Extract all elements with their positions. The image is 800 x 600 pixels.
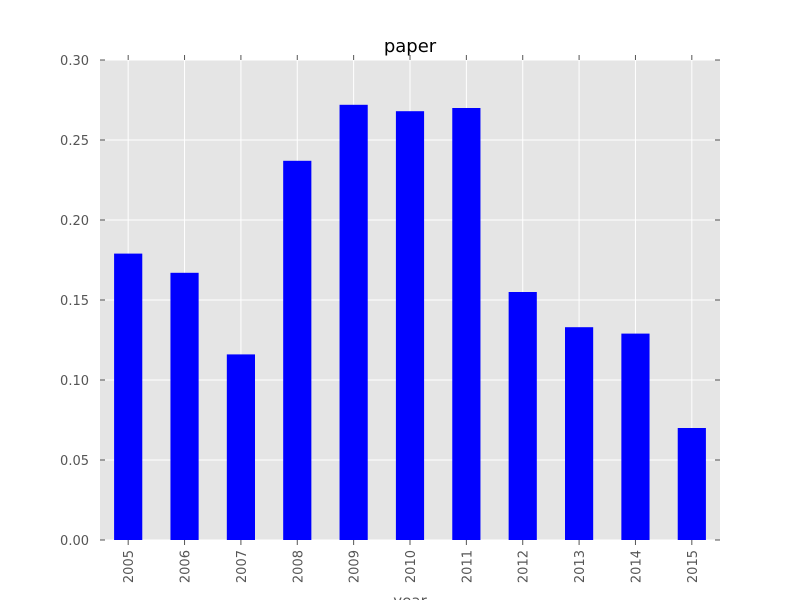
x-tick-label-2014: 2014 [629, 550, 644, 583]
x-tick-label-2008: 2008 [291, 550, 306, 583]
y-tick-labels: 0.00 0.05 0.10 0.15 0.20 0.25 0.30 [60, 54, 89, 549]
bar-2010 [395, 111, 425, 540]
x-tick-label-2006: 2006 [179, 550, 194, 583]
y-tick-label-5: 0.25 [60, 134, 89, 149]
x-tick-label-2010: 2010 [404, 550, 419, 583]
x-tick-label-2015: 2015 [686, 550, 701, 583]
x-tick-label-2009: 2009 [348, 550, 363, 583]
y-tick-label-2: 0.10 [60, 374, 89, 389]
bar-2009 [339, 104, 368, 541]
bar-2007 [226, 354, 255, 540]
bar-2008 [283, 160, 312, 541]
y-tick-label-4: 0.20 [60, 214, 89, 229]
y-tick-label-1: 0.05 [60, 454, 89, 469]
chart-title: paper [384, 36, 437, 57]
bar-2015 [677, 428, 706, 540]
bars [114, 104, 706, 541]
x-tick-label-2011: 2011 [460, 550, 475, 583]
bar-2012 [508, 292, 537, 540]
x-tick-label-2012: 2012 [517, 550, 532, 583]
bar-2013 [565, 327, 594, 540]
x-tick-label-2013: 2013 [573, 550, 588, 583]
x-tick-labels: 2005 2006 2007 2008 2009 2010 2011 2012 2013 2014… [122, 550, 701, 583]
bar-2014 [621, 333, 650, 540]
x-tick-label-2007: 2007 [235, 550, 250, 583]
y-tick-label-0: 0.00 [60, 534, 89, 549]
x-tick-label-2005: 2005 [122, 550, 137, 583]
bar-2011 [452, 108, 481, 540]
bar-2005 [114, 253, 143, 540]
x-axis-label: year [393, 592, 427, 600]
bar-2006 [170, 272, 199, 540]
y-tick-label-3: 0.15 [60, 294, 89, 309]
tick-marks [100, 55, 720, 545]
y-tick-label-6: 0.30 [60, 54, 89, 69]
